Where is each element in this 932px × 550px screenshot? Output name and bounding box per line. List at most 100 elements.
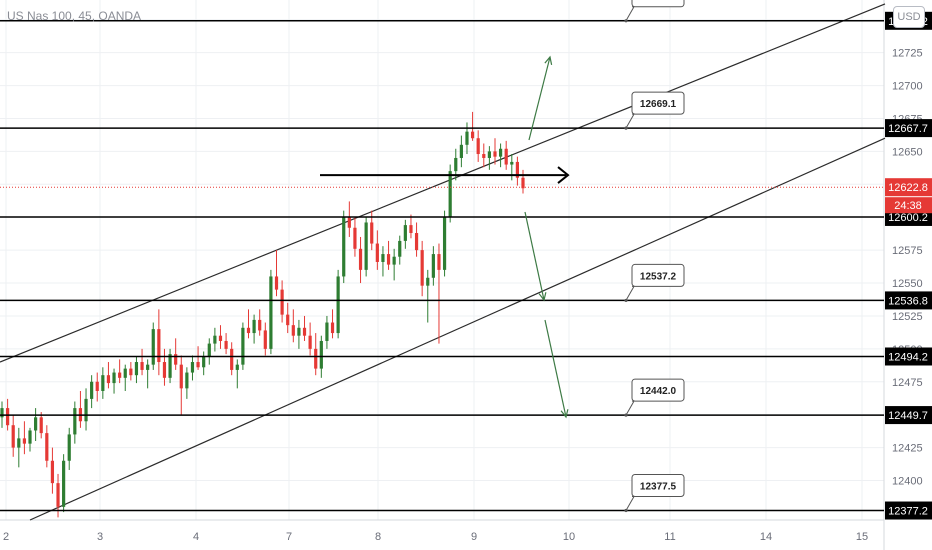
- candle-body: [521, 177, 525, 189]
- candle-body: [140, 362, 144, 370]
- candle: [39, 412, 43, 439]
- candle-body: [213, 335, 217, 344]
- candle-body: [454, 157, 458, 172]
- candle: [196, 346, 200, 370]
- candle: [448, 164, 452, 223]
- candle: [162, 348, 167, 386]
- callout-anchor-dot: [624, 508, 628, 513]
- axis-price-tag: [885, 501, 932, 520]
- candle: [179, 355, 183, 415]
- candle-body: [22, 438, 27, 444]
- candle-body: [174, 354, 178, 365]
- candle-body: [190, 362, 195, 373]
- candle-body: [230, 348, 234, 370]
- candle-body: [118, 372, 122, 378]
- candle: [190, 355, 195, 381]
- candle-body: [426, 277, 430, 286]
- candle-body: [258, 319, 262, 331]
- target-mid-arrow-shaft: [524, 211, 545, 301]
- candle: [498, 143, 503, 168]
- candle-body: [442, 217, 447, 270]
- candle-body: [510, 161, 514, 165]
- candle: [17, 427, 21, 468]
- candle: [246, 309, 251, 339]
- candle-body: [358, 248, 363, 270]
- candle-body: [134, 362, 139, 376]
- candle-body: [431, 254, 435, 278]
- candle-body: [465, 131, 469, 145]
- callout-text: 12442.0: [640, 386, 677, 397]
- candle: [476, 130, 480, 162]
- x-tick-label: 2: [3, 531, 9, 543]
- y-tick-label: 12650: [892, 146, 923, 158]
- candle-body: [84, 398, 88, 422]
- candle: [207, 338, 211, 365]
- candle: [151, 322, 155, 370]
- candle-body: [17, 438, 21, 448]
- candle-body: [202, 356, 206, 368]
- candle-body: [168, 354, 172, 378]
- candle-body: [224, 340, 228, 349]
- candle-body: [252, 319, 256, 334]
- candle: [106, 362, 111, 389]
- candle-body: [263, 330, 267, 349]
- candle-body: [308, 335, 312, 349]
- candle-body: [302, 327, 307, 336]
- candle: [420, 240, 424, 297]
- candle: [28, 427, 32, 452]
- current-price-tag: [885, 178, 932, 197]
- candle: [308, 322, 312, 356]
- candle-body: [185, 372, 189, 389]
- candle: [274, 250, 279, 297]
- x-tick-label: 3: [97, 531, 103, 543]
- candle: [353, 217, 357, 257]
- y-tick-label: 12700: [892, 81, 923, 93]
- axis-price-tag-text: 12536.8: [888, 295, 928, 307]
- currency-button[interactable]: USD: [893, 6, 925, 28]
- candle: [67, 427, 71, 470]
- current-price-tag-text: 12622.8: [888, 182, 928, 194]
- candle: [459, 135, 463, 168]
- y-tick-label: 12550: [892, 278, 923, 290]
- candle-body: [459, 144, 463, 158]
- candle-body: [50, 460, 55, 484]
- axis-price-tag: [885, 291, 932, 310]
- candle: [515, 156, 519, 186]
- candle: [291, 309, 295, 343]
- candle: [470, 111, 475, 141]
- candle-body: [420, 250, 424, 286]
- candle-body: [392, 256, 396, 265]
- candle: [34, 408, 38, 442]
- candle-body: [280, 289, 284, 315]
- candle: [101, 367, 105, 399]
- candle-body: [342, 217, 346, 277]
- candle: [392, 248, 396, 281]
- candle-body: [325, 322, 329, 341]
- candle-body: [347, 217, 351, 228]
- candle: [302, 315, 307, 341]
- callout-text: 12377.5: [640, 482, 677, 493]
- countdown-tag: [885, 197, 932, 214]
- axis-price-tag: [885, 406, 932, 425]
- callout-anchor-dot: [624, 126, 628, 130]
- candle: [235, 359, 239, 389]
- axis-price-tag-text: 12494.2: [888, 351, 928, 363]
- candle-body: [330, 322, 335, 334]
- target-up-arrow-shaft: [528, 56, 551, 141]
- candle: [118, 359, 122, 384]
- candle: [22, 421, 27, 455]
- x-tick-label: 10: [563, 531, 575, 543]
- candle: [381, 246, 385, 277]
- candle-body: [291, 325, 295, 336]
- candle: [297, 319, 301, 349]
- candle-body: [319, 340, 323, 369]
- candle: [50, 447, 55, 494]
- y-tick-label: 12475: [892, 377, 923, 389]
- candle: [414, 222, 419, 257]
- candle-body: [504, 148, 508, 165]
- candle: [62, 454, 66, 513]
- candle: [280, 280, 284, 323]
